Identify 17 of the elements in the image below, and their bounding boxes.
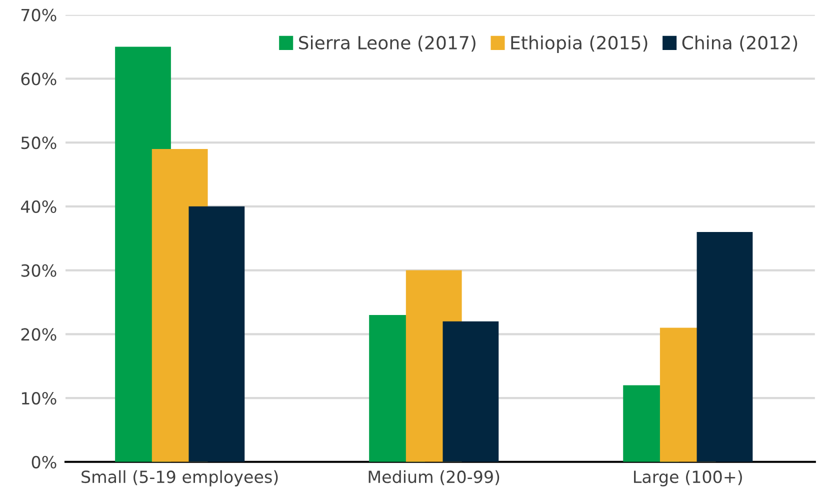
legend-label: Ethiopia (2015) xyxy=(511,36,648,54)
y-tick-label: 70% xyxy=(22,8,56,22)
x-tick-label: Large (100+) xyxy=(634,470,742,486)
legend-label: Sierra Leone (2017) xyxy=(299,36,476,52)
y-tick-label: 40% xyxy=(20,200,56,213)
x-tick-label: Medium (20-99) xyxy=(368,470,500,486)
y-tick-label: 0% xyxy=(32,456,56,468)
bar xyxy=(442,321,499,462)
x-tick-label: Small (5-19 employees) xyxy=(82,470,278,486)
y-tick-label: 20% xyxy=(21,328,56,341)
bar xyxy=(696,232,753,462)
bar xyxy=(188,206,245,462)
y-tick-label: 60% xyxy=(21,72,56,86)
y-tick-label: 30% xyxy=(21,264,56,277)
y-tick-label: 10% xyxy=(22,392,56,405)
y-tick-label: 50% xyxy=(21,136,56,150)
legend-label: China (2012) xyxy=(682,36,798,52)
